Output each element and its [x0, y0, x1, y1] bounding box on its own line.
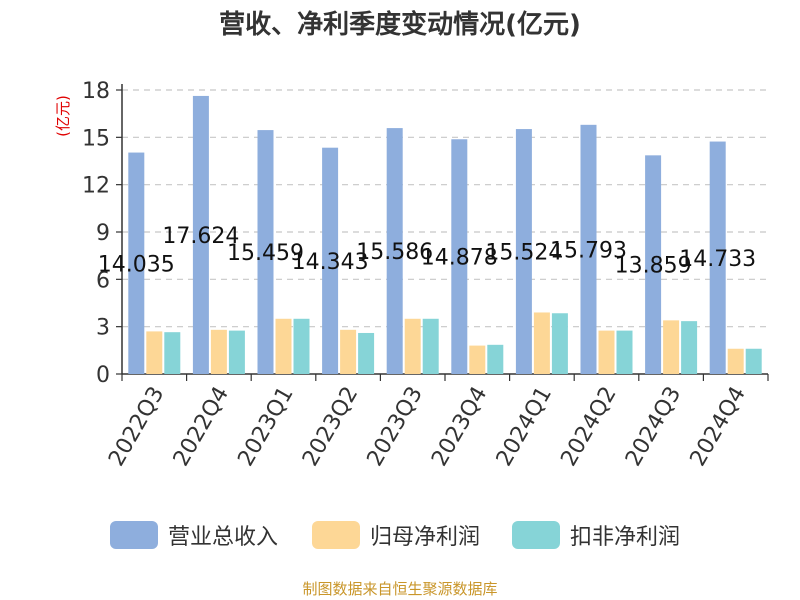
bar-net-profit[interactable]: [340, 329, 357, 374]
bar-value-label: 15.586: [356, 240, 433, 265]
bar-revenue[interactable]: [386, 128, 403, 374]
bar-value-label: 15.524: [485, 241, 562, 266]
bar-revenue[interactable]: [580, 124, 597, 374]
legend-swatch-deducted-net-profit: [512, 521, 560, 549]
bar-value-label: 14.343: [292, 250, 369, 275]
bar-value-label: 15.793: [550, 238, 627, 263]
x-tick-label: 2023Q3: [363, 383, 428, 471]
legend-swatch-net-profit: [312, 521, 360, 549]
y-tick-label: 6: [96, 268, 110, 293]
x-tick-label: 2023Q2: [298, 383, 363, 471]
legend-swatch-revenue: [110, 521, 158, 549]
bar-value-label: 17.624: [162, 224, 239, 249]
bar-value-label: 15.459: [227, 241, 304, 266]
bar-deducted-net-profit[interactable]: [745, 348, 762, 374]
bar-deducted-net-profit[interactable]: [681, 321, 698, 374]
legend-item-deducted-net-profit[interactable]: 扣非净利润: [512, 518, 680, 552]
bar-deducted-net-profit[interactable]: [616, 330, 633, 374]
y-tick-label: 9: [96, 221, 110, 246]
bar-net-profit[interactable]: [146, 331, 163, 374]
x-tick-label: 2022Q4: [169, 383, 234, 471]
legend-label-net-profit: 归母净利润: [370, 525, 481, 550]
bar-value-label: 14.733: [679, 247, 756, 272]
bar-revenue[interactable]: [192, 95, 209, 375]
bar-net-profit[interactable]: [404, 318, 421, 374]
legend-item-net-profit[interactable]: 归母净利润: [312, 518, 480, 552]
bar-net-profit[interactable]: [275, 318, 292, 374]
bar-net-profit[interactable]: [663, 320, 680, 374]
bar-revenue[interactable]: [128, 152, 145, 374]
x-tick-label: 2024Q2: [556, 383, 621, 471]
x-tick-label: 2022Q3: [104, 383, 169, 471]
bar-revenue[interactable]: [451, 139, 468, 374]
bars: [128, 95, 762, 375]
bar-revenue[interactable]: [322, 147, 339, 374]
bar-value-label: 13.859: [615, 254, 692, 279]
x-tick-label: 2024Q4: [686, 383, 751, 471]
legend: 营业总收入 归母净利润 扣非净利润: [0, 518, 800, 552]
bar-deducted-net-profit[interactable]: [293, 318, 310, 374]
bar-net-profit[interactable]: [533, 312, 550, 374]
legend-label-deducted-net-profit: 扣非净利润: [570, 525, 681, 550]
y-tick-label: 18: [82, 79, 110, 104]
bar-net-profit[interactable]: [727, 348, 744, 374]
source-footer: 制图数据来自恒生聚源数据库: [302, 580, 498, 598]
bar-revenue[interactable]: [645, 155, 662, 374]
y-tick-label: 15: [82, 126, 110, 151]
bar-value-label: 14.035: [98, 252, 175, 277]
y-tick-label: 0: [96, 363, 110, 388]
bar-value-label: 14.878: [421, 246, 498, 271]
y-tick-label: 12: [82, 174, 110, 199]
bar-revenue[interactable]: [515, 129, 532, 374]
bar-net-profit[interactable]: [469, 345, 486, 374]
bar-deducted-net-profit[interactable]: [164, 332, 181, 374]
bar-net-profit[interactable]: [210, 329, 227, 374]
x-tick-label: 2023Q1: [233, 383, 298, 471]
bar-deducted-net-profit[interactable]: [487, 344, 504, 374]
chart-title: 营收、净利季度变动情况(亿元): [219, 10, 581, 40]
y-axis-label: (亿元): [54, 95, 72, 137]
legend-item-revenue[interactable]: 营业总收入: [110, 518, 278, 552]
bar-deducted-net-profit[interactable]: [422, 318, 439, 374]
x-tick-label: 2023Q4: [427, 383, 492, 471]
x-tick-label: 2024Q3: [621, 383, 686, 471]
y-tick-label: 3: [96, 316, 110, 341]
bar-deducted-net-profit[interactable]: [551, 313, 568, 374]
bar-revenue[interactable]: [257, 130, 274, 374]
x-tick-label: 2024Q1: [492, 383, 557, 471]
bar-deducted-net-profit[interactable]: [228, 330, 245, 374]
bar-deducted-net-profit[interactable]: [358, 332, 375, 374]
legend-label-revenue: 营业总收入: [168, 525, 279, 550]
bar-revenue[interactable]: [709, 141, 726, 374]
data-labels: 14.035 17.62415.45914.34315.58614.87815.5…: [98, 224, 756, 279]
grid-lines: [122, 89, 768, 328]
bar-net-profit[interactable]: [598, 330, 615, 374]
